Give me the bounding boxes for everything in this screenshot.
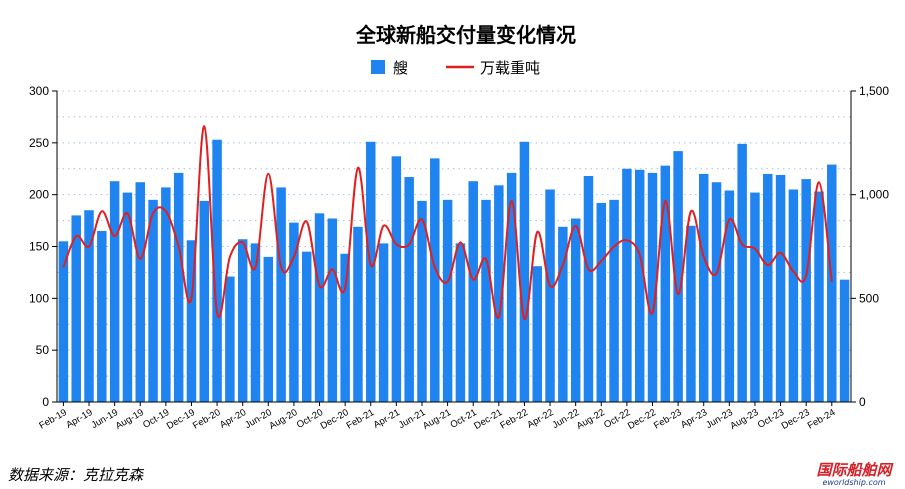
bar [788, 189, 799, 402]
legend-label-ships: 艘 [393, 59, 408, 77]
bar [84, 210, 94, 402]
bar [442, 199, 453, 402]
bar [417, 200, 427, 402]
dwt-line [62, 125, 833, 321]
right-tick-label: 1,500 [859, 84, 889, 98]
left-tick-label: 200 [29, 188, 49, 202]
bar [596, 202, 607, 402]
left-tick-label: 250 [29, 136, 49, 150]
bar [660, 165, 671, 402]
bar [378, 243, 389, 402]
bar [506, 172, 517, 402]
bar [494, 185, 504, 402]
bar [301, 251, 312, 402]
watermark-main-text: 国际船舶网 [816, 461, 894, 479]
bar [532, 266, 542, 402]
right-tick-label: 500 [859, 291, 879, 305]
bar [711, 182, 722, 402]
bar [430, 158, 440, 402]
bar [481, 199, 491, 402]
left-tick-label: 100 [29, 291, 49, 305]
chart-title: 全球新船交付量变化情况 [355, 23, 576, 47]
bar [801, 179, 811, 402]
bar [366, 141, 376, 402]
legend: 艘 万载重吨 [371, 59, 540, 77]
bar [250, 243, 261, 402]
bar [148, 199, 158, 402]
bar [109, 181, 120, 402]
line-series [62, 125, 833, 321]
bar [71, 215, 81, 402]
bar [647, 172, 658, 402]
legend-label-dwt: 万载重吨 [480, 59, 540, 77]
left-tick-label: 50 [36, 343, 50, 357]
right-tick-label: 0 [859, 395, 866, 409]
bar [686, 225, 696, 402]
bar [340, 253, 350, 402]
right-tick-label: 1,000 [859, 188, 889, 202]
bar [545, 189, 555, 402]
bar [263, 256, 274, 402]
bar [173, 172, 184, 402]
bar [468, 181, 478, 402]
bar [814, 191, 824, 402]
bar [519, 141, 530, 402]
left-tick-label: 0 [42, 395, 49, 409]
bar [673, 151, 683, 402]
bar [122, 192, 133, 402]
bar [225, 276, 235, 402]
bar [609, 199, 619, 402]
bar [455, 243, 466, 402]
left-tick-label: 150 [29, 240, 49, 254]
bar [570, 218, 581, 402]
bar [58, 241, 69, 402]
bar-series [58, 139, 850, 402]
bar [199, 200, 210, 402]
bar [237, 239, 248, 402]
bar [314, 213, 325, 402]
watermark-logo: 国际船舶网 eworldship.com [816, 461, 894, 487]
bar [135, 182, 145, 402]
bar [775, 174, 786, 402]
bar [276, 187, 286, 402]
bar [212, 139, 222, 402]
bar [827, 164, 837, 402]
bar [622, 168, 632, 402]
watermark-sub-text: eworldship.com [822, 478, 885, 487]
bar [634, 169, 645, 402]
bar [391, 156, 402, 402]
bar [724, 190, 735, 402]
left-tick-label: 300 [29, 84, 49, 98]
bar [750, 192, 760, 402]
bar [737, 143, 747, 402]
bar [353, 226, 363, 402]
bar [558, 226, 568, 402]
bar [97, 230, 107, 402]
bar [404, 177, 414, 402]
bar [583, 176, 594, 402]
bar [161, 187, 171, 402]
bar [289, 222, 299, 402]
bar [763, 173, 773, 402]
legend-swatch-ships [371, 60, 385, 74]
bar [186, 240, 197, 402]
bar [327, 218, 338, 402]
bar [698, 173, 709, 402]
bar [839, 279, 850, 402]
source-note: 数据来源：克拉克森 [8, 466, 145, 484]
